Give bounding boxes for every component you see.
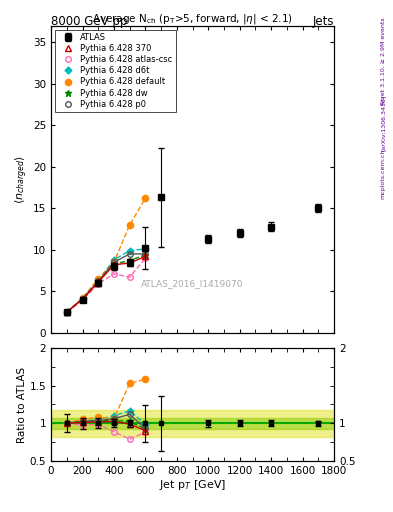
Pythia 6.428 default bbox=[112, 259, 116, 265]
Legend: ATLAS, Pythia 6.428 370, Pythia 6.428 atlas-csc, Pythia 6.428 d6t, Pythia 6.428 : ATLAS, Pythia 6.428 370, Pythia 6.428 at… bbox=[55, 30, 176, 112]
Pythia 6.428 dw bbox=[96, 278, 101, 284]
Line: Pythia 6.428 d6t: Pythia 6.428 d6t bbox=[64, 246, 148, 314]
Text: [arXiv:1306.3436]: [arXiv:1306.3436] bbox=[381, 95, 386, 151]
Pythia 6.428 d6t bbox=[80, 296, 85, 302]
Pythia 6.428 dw bbox=[112, 261, 116, 267]
Pythia 6.428 default bbox=[64, 309, 69, 315]
Text: mcplots.cern.ch: mcplots.cern.ch bbox=[381, 149, 386, 199]
Line: Pythia 6.428 370: Pythia 6.428 370 bbox=[64, 253, 148, 315]
Pythia 6.428 d6t bbox=[64, 309, 69, 315]
Line: Pythia 6.428 atlas-csc: Pythia 6.428 atlas-csc bbox=[64, 255, 148, 315]
Pythia 6.428 370 bbox=[64, 309, 69, 315]
Pythia 6.428 p0 bbox=[127, 251, 132, 257]
Pythia 6.428 default bbox=[80, 295, 85, 301]
Pythia 6.428 default bbox=[143, 195, 148, 201]
Pythia 6.428 atlas-csc bbox=[143, 255, 148, 261]
Text: ATLAS_2016_I1419070: ATLAS_2016_I1419070 bbox=[141, 279, 244, 288]
Bar bbox=[51, 410, 334, 437]
Bar bbox=[51, 418, 334, 429]
Pythia 6.428 370 bbox=[112, 262, 116, 268]
Y-axis label: $\langle n_{charged}\rangle$: $\langle n_{charged}\rangle$ bbox=[14, 155, 30, 204]
Pythia 6.428 370 bbox=[80, 296, 85, 302]
Pythia 6.428 default bbox=[96, 276, 101, 282]
Pythia 6.428 atlas-csc bbox=[64, 309, 69, 315]
Pythia 6.428 p0 bbox=[80, 296, 85, 302]
Pythia 6.428 atlas-csc bbox=[96, 281, 101, 287]
Pythia 6.428 d6t bbox=[112, 257, 116, 263]
Text: Rivet 3.1.10, ≥ 2.9M events: Rivet 3.1.10, ≥ 2.9M events bbox=[381, 17, 386, 105]
Pythia 6.428 370 bbox=[127, 260, 132, 266]
Text: Jets: Jets bbox=[312, 15, 334, 28]
Pythia 6.428 dw bbox=[143, 252, 148, 258]
X-axis label: Jet p$_T$ [GeV]: Jet p$_T$ [GeV] bbox=[159, 478, 226, 493]
Pythia 6.428 dw bbox=[80, 296, 85, 302]
Pythia 6.428 p0 bbox=[143, 251, 148, 257]
Pythia 6.428 dw bbox=[64, 309, 69, 315]
Pythia 6.428 d6t bbox=[143, 246, 148, 252]
Pythia 6.428 d6t bbox=[127, 247, 132, 253]
Pythia 6.428 370 bbox=[96, 279, 101, 285]
Pythia 6.428 dw bbox=[127, 258, 132, 264]
Text: 8000 GeV pp: 8000 GeV pp bbox=[51, 15, 127, 28]
Pythia 6.428 370 bbox=[143, 253, 148, 260]
Pythia 6.428 p0 bbox=[112, 259, 116, 265]
Line: Pythia 6.428 p0: Pythia 6.428 p0 bbox=[64, 251, 148, 315]
Pythia 6.428 atlas-csc bbox=[127, 274, 132, 280]
Pythia 6.428 default bbox=[127, 222, 132, 228]
Title: Average N$_{\mathregular{ch}}$ (p$_{\mathregular{T}}$>5, forward, |$\eta$| < 2.1: Average N$_{\mathregular{ch}}$ (p$_{\mat… bbox=[92, 12, 293, 26]
Pythia 6.428 atlas-csc bbox=[112, 271, 116, 277]
Line: Pythia 6.428 dw: Pythia 6.428 dw bbox=[63, 251, 149, 315]
Pythia 6.428 d6t bbox=[96, 278, 101, 284]
Line: Pythia 6.428 default: Pythia 6.428 default bbox=[64, 195, 149, 315]
Y-axis label: Ratio to ATLAS: Ratio to ATLAS bbox=[17, 367, 27, 442]
Pythia 6.428 atlas-csc bbox=[80, 297, 85, 304]
Pythia 6.428 p0 bbox=[64, 309, 69, 315]
Pythia 6.428 p0 bbox=[96, 278, 101, 284]
